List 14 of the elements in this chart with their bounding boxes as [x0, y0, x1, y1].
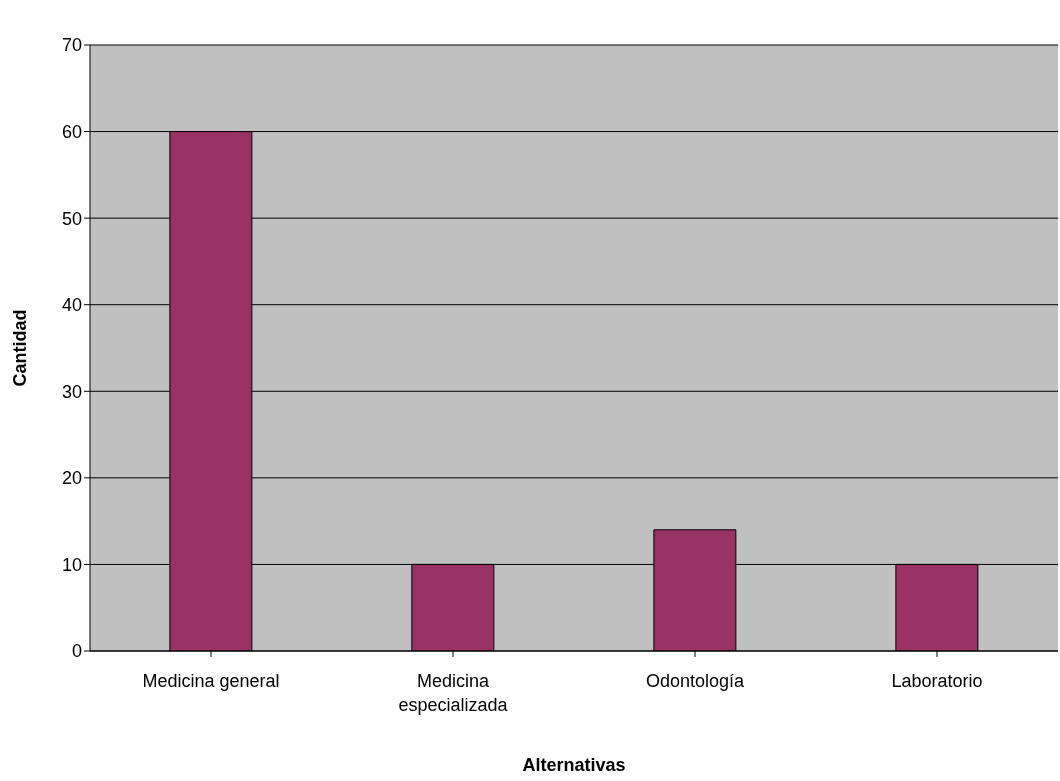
y-tick-label: 70 [61, 35, 82, 56]
y-tick-label: 30 [61, 381, 82, 402]
y-tick-label: 40 [61, 295, 82, 316]
x-tick-label: Medicina general [142, 671, 280, 691]
y-tick-label: 50 [61, 208, 82, 229]
y-axis-title: Cantidad [10, 309, 31, 387]
x-axis-title: Alternativas [522, 755, 626, 775]
x-tick-label: Odontología [645, 671, 746, 691]
x-tick-label: Laboratorio [891, 671, 983, 691]
y-tick-label: 10 [61, 554, 82, 575]
y-tick-label: 0 [71, 641, 82, 662]
x-tick-label: Medicina especializada [398, 671, 509, 715]
y-tick-label: 20 [61, 468, 82, 489]
y-tick-label: 60 [61, 121, 82, 142]
